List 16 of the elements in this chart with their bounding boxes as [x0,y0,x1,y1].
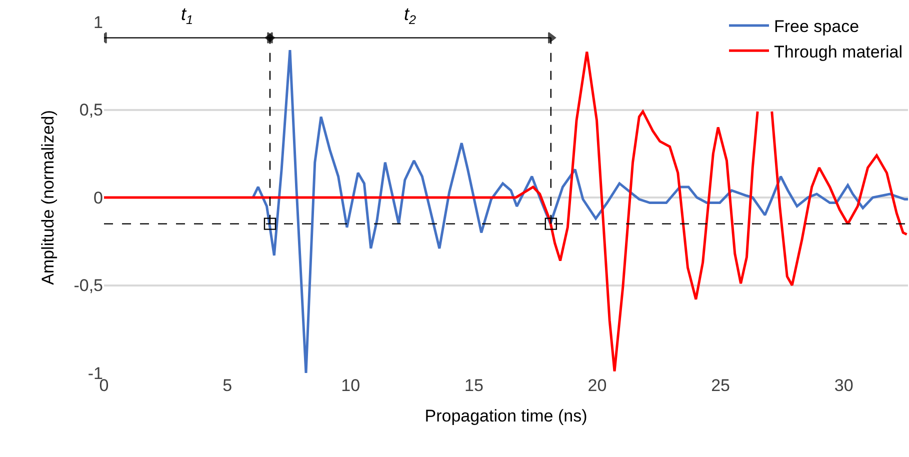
x-tick-label: 20 [588,376,607,395]
y-tick-label: 0,5 [79,100,103,120]
legend-label: Free space [774,17,860,36]
y-tick-label: 1 [94,12,103,32]
x-axis-title: Propagation time (ns) [424,406,588,426]
x-tick-label: 30 [834,376,854,395]
x-tick-label: 15 [464,376,484,395]
x-tick-label: 10 [341,376,360,395]
legend-label: Through material [774,42,903,62]
annotation: t$_{1}$ [181,4,194,27]
y-axis-title: Amplitude (normalized) [38,110,58,285]
y-tick-label: -0,5 [74,276,103,296]
annotation: t$_{2}$ [404,4,416,27]
y-tick-label: 0 [94,188,103,208]
x-tick-label: 5 [222,376,232,395]
x-tick-label: 25 [711,376,730,395]
